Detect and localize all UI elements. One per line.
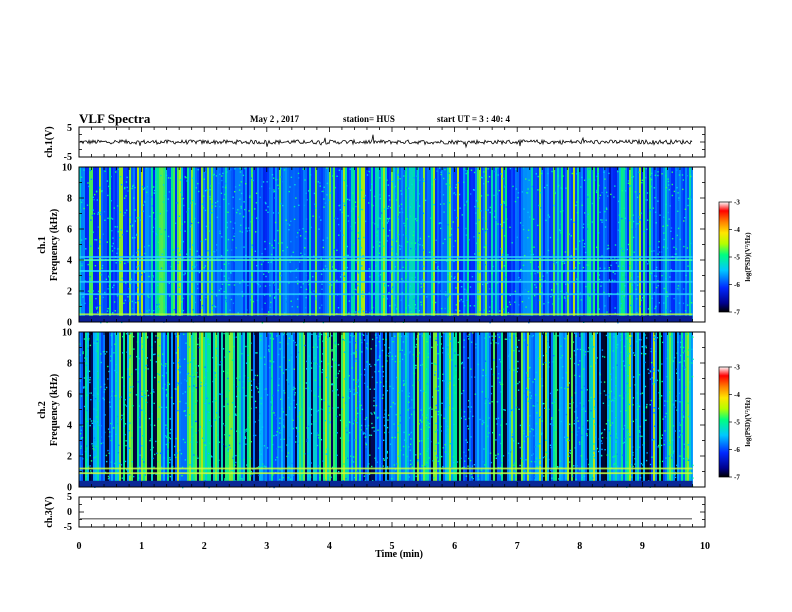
ch2-spectrogram-image — [79, 332, 705, 489]
frequency-band-line — [79, 256, 693, 258]
frequency-band-line — [79, 467, 693, 470]
time-tick-label: 3 — [264, 541, 269, 552]
frequency-tick-label: 8 — [67, 359, 72, 370]
ch3-ytick-mid: 0 — [67, 507, 72, 518]
ch1-ytick-bottom: -5 — [64, 152, 72, 163]
frequency-band-line — [79, 259, 693, 261]
frequency-band-line — [79, 472, 693, 475]
ch2-spectrogram-ylabel-channel: ch.2 — [37, 401, 48, 419]
time-tick-label: 0 — [77, 541, 82, 552]
frequency-tick-label: 0 — [67, 483, 72, 494]
station-label: station= HUS — [343, 114, 395, 124]
time-tick-label: 4 — [327, 541, 332, 552]
colorbar-tick-label: -3 — [734, 199, 740, 207]
ch1-waveform-panel: 5 -5 ch.1(V) — [44, 123, 706, 163]
date-label: May 2 , 2017 — [250, 114, 299, 124]
ch2-colorbar: -3 -4 -5 -6 -7 log(PSD)(V²/Hz) — [718, 364, 752, 482]
frequency-tick-label: 4 — [67, 421, 72, 432]
time-tick-label: 10 — [700, 541, 710, 552]
time-axis-label: Time (min) — [375, 549, 423, 560]
frequency-band-line — [79, 270, 693, 272]
ch1-waveform-trace — [79, 134, 693, 149]
ch1-colorbar-ticks: -3 -4 -5 -6 -7 — [729, 199, 740, 317]
ch1-axis-ticks — [78, 126, 706, 158]
ch1-ytick-top: 5 — [67, 123, 72, 134]
figure-title: VLF Spectra — [79, 111, 151, 126]
ch1-spectrogram-image — [79, 167, 705, 324]
colorbar-tick-label: -6 — [734, 446, 740, 454]
ch1-frequency-tick-labels: 0 2 4 6 8 10 — [62, 163, 72, 329]
ch2-frequency-tick-labels: 0 2 4 6 8 10 — [62, 328, 72, 494]
ch3-ytick-bottom: -5 — [64, 522, 72, 533]
ch3-ytick-top: 5 — [67, 492, 72, 503]
time-tick-label: 2 — [202, 541, 207, 552]
colorbar-tick-label: -5 — [734, 419, 740, 427]
time-tick-label: 9 — [640, 541, 645, 552]
frequency-tick-label: 2 — [67, 452, 72, 463]
colorbar-tick-label: -6 — [734, 281, 740, 289]
colorbar-tick-label: -7 — [734, 474, 740, 482]
start-time-label: start UT = 3 : 40: 4 — [437, 114, 510, 124]
ch1-colorbar: -3 -4 -5 -6 -7 log(PSD)(V²/Hz) — [718, 199, 752, 317]
colorbar-tick-label: -5 — [734, 254, 740, 262]
frequency-tick-label: 10 — [62, 328, 72, 339]
ch3-waveform-panel: 5 0 -5 ch.3(V) — [44, 492, 706, 533]
frequency-tick-label: 10 — [62, 163, 72, 174]
ch1-colorbar-label: log(PSD)(V²/Hz) — [744, 232, 752, 282]
ch1-spectrogram-panel: 0 2 4 6 8 10 ch.1 Frequency (kHz) — [37, 163, 706, 329]
time-tick-label: 7 — [515, 541, 520, 552]
ch2-colorbar-label: log(PSD)(V²/Hz) — [744, 397, 752, 447]
ch1-ylabel: ch.1(V) — [44, 126, 55, 157]
frequency-band-line — [79, 280, 693, 283]
ch2-spectrogram-ylabel-frequency: Frequency (kHz) — [49, 374, 60, 446]
ch2-colorbar-gradient — [718, 366, 730, 478]
ch2-spectrogram-panel: 0 2 4 6 8 10 ch.2 Frequency (kHz) — [37, 328, 706, 494]
ch2-colorbar-ticks: -3 -4 -5 -6 -7 — [729, 364, 740, 482]
colorbar-tick-label: -4 — [734, 226, 740, 234]
ch1-spectrogram-ylabel-frequency: Frequency (kHz) — [49, 209, 60, 281]
frequency-tick-label: 6 — [67, 390, 72, 401]
colorbar-tick-label: -7 — [734, 309, 740, 317]
time-tick-label: 8 — [577, 541, 582, 552]
time-tick-label: 1 — [139, 541, 144, 552]
time-tick-label: 6 — [452, 541, 457, 552]
ch1-spectrogram-ylabel-channel: ch.1 — [37, 236, 48, 254]
frequency-tick-label: 2 — [67, 287, 72, 298]
colorbar-tick-label: -4 — [734, 391, 740, 399]
colorbar-tick-label: -3 — [734, 364, 740, 372]
frequency-band-line — [79, 293, 693, 296]
frequency-tick-label: 0 — [67, 318, 72, 329]
ch3-axis-ticks — [78, 496, 706, 528]
time-tick-label: 5 — [390, 541, 395, 552]
frequency-tick-label: 6 — [67, 225, 72, 236]
ch3-ylabel: ch.3(V) — [44, 496, 55, 527]
frequency-tick-label: 4 — [67, 256, 72, 267]
ch2-spectrogram-axis-ticks — [78, 331, 706, 488]
frequency-tick-label: 8 — [67, 194, 72, 205]
time-axis-tick-labels: 0 1 2 3 4 5 6 7 8 9 10 — [77, 541, 711, 552]
ch1-colorbar-gradient — [718, 201, 730, 313]
ch1-spectrogram-axis-ticks — [78, 166, 706, 323]
frequency-band-line — [79, 313, 693, 316]
